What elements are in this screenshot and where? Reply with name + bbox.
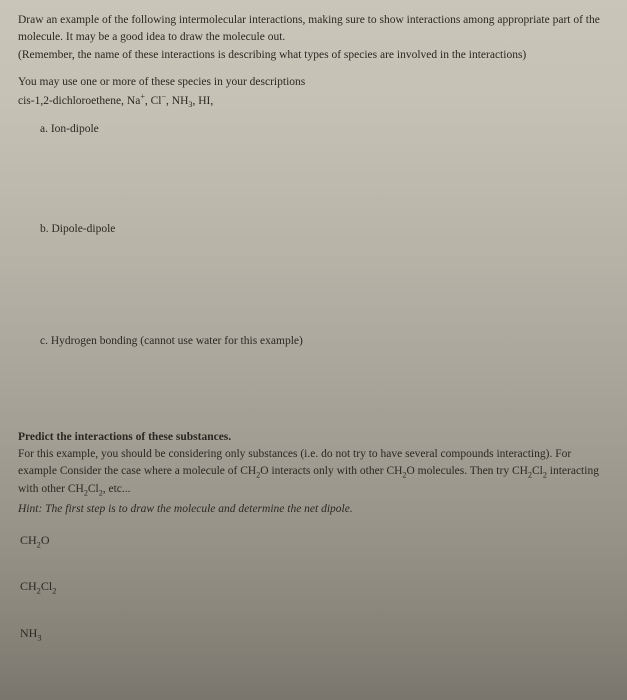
hint: Hint: The first step is to draw the mole… bbox=[18, 503, 609, 515]
cl-text: Cl bbox=[151, 95, 162, 107]
pt-ch2o1: CH bbox=[240, 465, 256, 477]
item-c: c. Hydrogen bonding (cannot use water fo… bbox=[18, 335, 609, 347]
pt5: , etc... bbox=[103, 483, 131, 495]
c2s2: 2 bbox=[52, 587, 56, 596]
c1e: O bbox=[41, 533, 50, 547]
pt-ch2cl21c: Cl bbox=[532, 465, 543, 477]
species-prefix: cis-1,2-dichloroethene, bbox=[18, 95, 127, 107]
c2m: Cl bbox=[41, 579, 52, 593]
hi-text: HI, bbox=[198, 95, 213, 107]
pt-ch2o1o: O bbox=[260, 465, 268, 477]
nh-text: NH bbox=[172, 95, 189, 107]
pt-ch2o2o: O bbox=[406, 465, 414, 477]
pt-ch2o2: CH bbox=[386, 465, 402, 477]
species-list: cis-1,2-dichloroethene, Na+, Cl−, NH3, H… bbox=[18, 92, 609, 109]
species-intro: You may use one or more of these species… bbox=[18, 76, 609, 88]
pt-ch2cl22c: Cl bbox=[88, 483, 99, 495]
na-text: Na bbox=[127, 95, 140, 107]
instructions-line1: Draw an example of the following intermo… bbox=[18, 14, 600, 43]
pt-ch2cl21: CH bbox=[512, 465, 528, 477]
instructions-block: Draw an example of the following intermo… bbox=[18, 12, 609, 64]
pt-ch2cl22: CH bbox=[68, 483, 84, 495]
item-a: a. Ion-dipole bbox=[18, 123, 609, 135]
c2: CH bbox=[20, 579, 37, 593]
predict-text: For this example, you should be consider… bbox=[18, 446, 609, 500]
compound-ch2cl2: CH2Cl2 bbox=[18, 579, 609, 595]
instructions-line2: (Remember, the name of these interaction… bbox=[18, 49, 526, 61]
item-b: b. Dipole-dipole bbox=[18, 223, 609, 235]
c3: NH bbox=[20, 626, 37, 640]
predict-title: Predict the interactions of these substa… bbox=[18, 431, 609, 443]
pt3: molecules. Then try bbox=[415, 465, 512, 477]
c3s: 3 bbox=[37, 633, 41, 642]
compound-nh3: NH3 bbox=[18, 626, 609, 642]
c1: CH bbox=[20, 533, 37, 547]
pt2: interacts only with other bbox=[269, 465, 387, 477]
compound-ch2o: CH2O bbox=[18, 533, 609, 549]
